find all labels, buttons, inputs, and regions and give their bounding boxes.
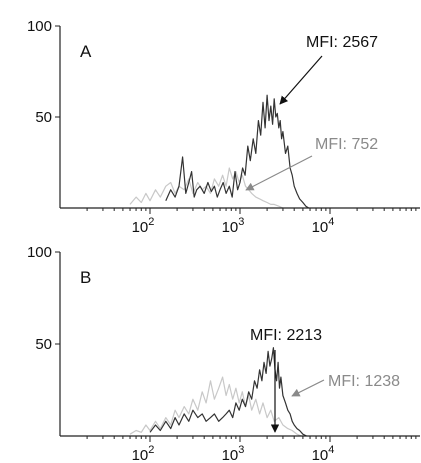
- annotation-arrow: [245, 155, 313, 191]
- annotation-label: MFI: 2567: [306, 34, 378, 51]
- panel-a: 102 103 104 50 100 A MFI: 2567 MFI: 752: [27, 18, 420, 236]
- y-tick-label: 100: [27, 18, 52, 35]
- y-tick-label: 50: [35, 109, 52, 126]
- panel-b: 102 103 104 50 100 B MFI: 2213 MFI: 1238: [27, 244, 420, 463]
- x-tick-label: 104: [312, 216, 335, 236]
- series-line-1: [129, 167, 284, 209]
- x-tick-label: 104: [312, 444, 335, 463]
- y-tick-label: 100: [27, 244, 52, 261]
- annotation-label: MFI: 752: [315, 136, 378, 153]
- x-tick-label: 102: [132, 444, 155, 463]
- x-tick-label: 103: [222, 216, 245, 236]
- series-line-0: [165, 94, 310, 209]
- x-tick-label: 103: [222, 444, 245, 463]
- x-tick-label: 102: [132, 216, 155, 236]
- y-tick-label: 50: [35, 336, 52, 353]
- series-line-1: [129, 376, 302, 437]
- annotation-arrow: [291, 379, 325, 397]
- panel-label: B: [80, 268, 91, 287]
- series-line-0: [149, 347, 307, 437]
- annotation-label: MFI: 2213: [250, 327, 322, 344]
- annotation-arrow: [279, 55, 323, 105]
- annotation-label: MFI: 1238: [328, 373, 400, 390]
- panel-label: A: [80, 42, 92, 61]
